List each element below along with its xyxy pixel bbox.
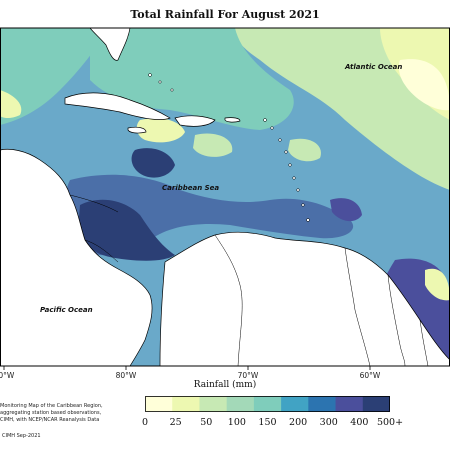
colorbar-swatch <box>145 396 173 412</box>
tick-70w: 70°W <box>237 371 259 380</box>
footnote-line-1: Monitoring Map of the Caribbean Region, <box>0 403 103 409</box>
colorbar-frame <box>145 396 390 412</box>
colorbar-swatch <box>335 396 364 412</box>
colorbar-tick-label: 300 <box>319 417 338 428</box>
landmass <box>0 27 450 367</box>
colorbar-swatch <box>362 396 390 412</box>
atlantic-ocean-label: Atlantic Ocean <box>345 63 403 71</box>
colorbar-swatch <box>253 396 282 412</box>
colorbar-tick-label: 50 <box>200 417 213 428</box>
tick-90w: 90°W <box>0 371 15 380</box>
colorbar-swatch <box>308 396 337 412</box>
colorbar-swatch <box>172 396 200 412</box>
colorbar-swatch <box>281 396 309 412</box>
footnote: Monitoring Map of the Caribbean Region, … <box>0 403 120 424</box>
colorbar-tick-label: 150 <box>258 417 277 428</box>
tick-80w: 80°W <box>115 371 137 380</box>
caribbean-sea-label: Caribbean Sea <box>162 184 220 192</box>
colorbar <box>145 396 390 412</box>
tick-60w: 60°W <box>359 371 381 380</box>
colorbar-tick-label: 400 <box>350 417 369 428</box>
colorbar-tick-label: 200 <box>289 417 308 428</box>
longitude-tick-marks <box>3 366 371 370</box>
country-borders <box>69 194 429 367</box>
pacific-ocean-label: Pacific Ocean <box>40 306 93 314</box>
colorbar-swatch <box>226 396 255 412</box>
map-title: Total Rainfall For August 2021 <box>130 8 320 21</box>
footnote-line-2: aggregating station based observations, <box>0 410 102 416</box>
colorbar-tick-label: 500+ <box>376 417 404 428</box>
colorbar-tick-label: 25 <box>169 417 182 428</box>
colorbar-swatch <box>199 396 228 412</box>
footnote-line-3: CIMH, with NCEP/NCAR Reanalysis Data <box>0 417 100 423</box>
credit-text: CIMH Sep-2021 <box>2 433 41 439</box>
colorbar-tick-label: 100 <box>227 417 246 428</box>
colorbar-tick-label: 0 <box>141 417 149 428</box>
colorbar-title: Rainfall (mm) <box>193 380 257 390</box>
island-chain <box>148 73 310 222</box>
